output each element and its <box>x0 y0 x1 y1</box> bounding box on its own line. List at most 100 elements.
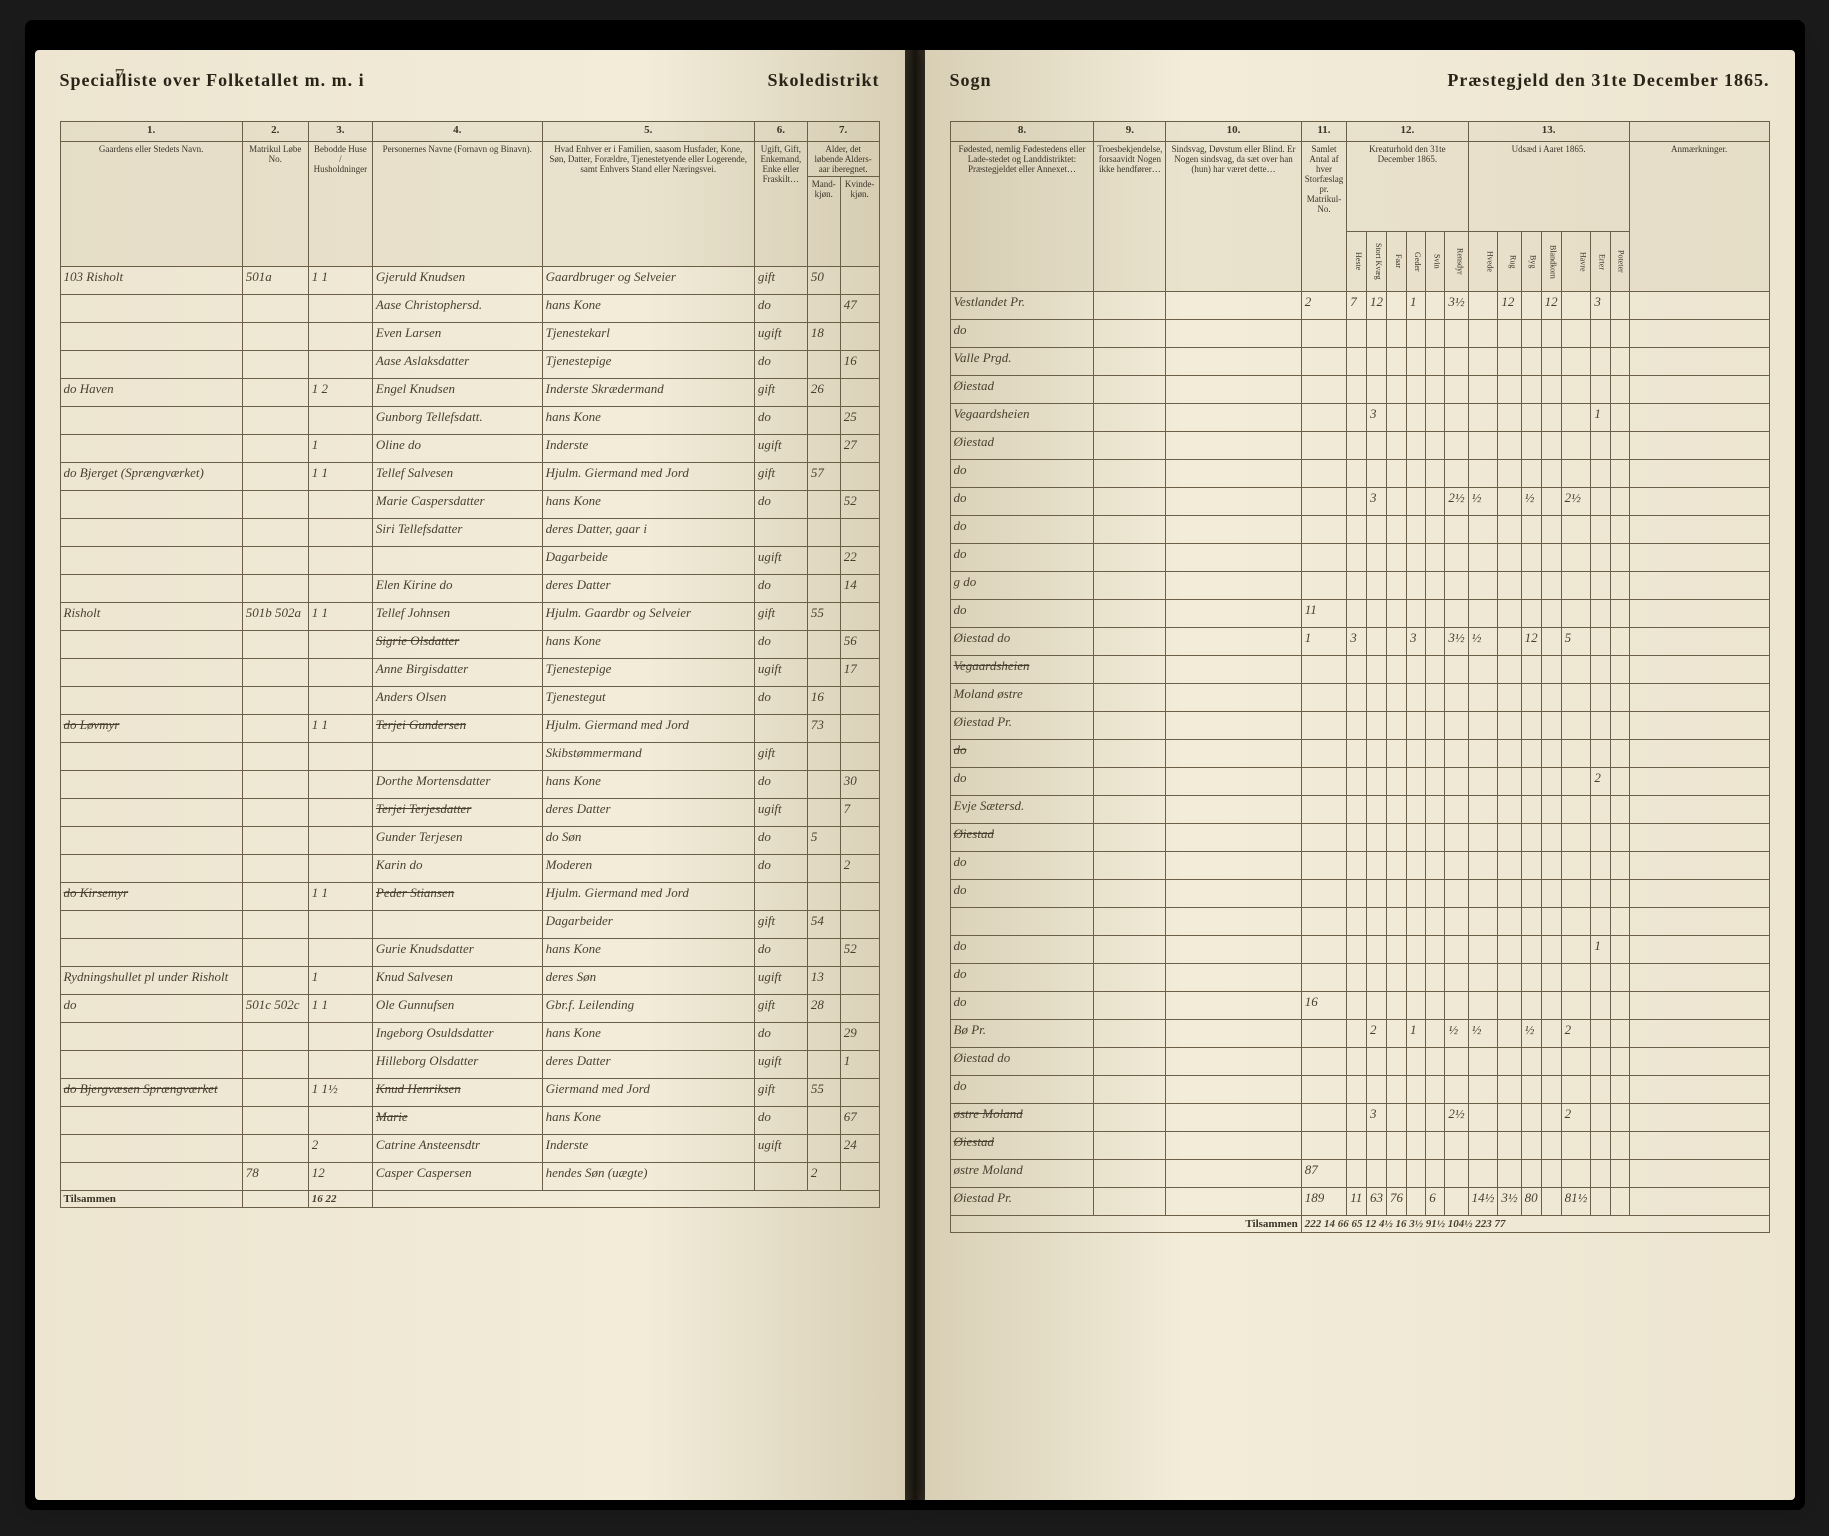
cell <box>1347 880 1367 908</box>
cell: 50 <box>807 267 840 295</box>
cell <box>1094 460 1166 488</box>
cell <box>1301 404 1347 432</box>
cell <box>1541 992 1561 1020</box>
cell <box>1541 1160 1561 1188</box>
cell: ugift <box>754 1051 807 1079</box>
cell: gift <box>754 1079 807 1107</box>
cell: Rydningshullet pl under Risholt <box>60 967 242 995</box>
table-row: Øiestad <box>950 432 1769 460</box>
cell <box>1387 404 1407 432</box>
cell: Hjulm. Giermand med Jord <box>542 883 754 911</box>
cell <box>1468 348 1498 376</box>
cell: do <box>950 964 1094 992</box>
cell: do <box>950 1076 1094 1104</box>
colhead: Personernes Navne (Fornavn og Binavn). <box>372 142 542 267</box>
cell <box>60 547 242 575</box>
cell <box>1521 572 1541 600</box>
cell <box>1166 684 1301 712</box>
cell: Gbr.f. Leilending <box>542 995 754 1023</box>
cell <box>807 743 840 771</box>
cell: hans Kone <box>542 1023 754 1051</box>
cell <box>807 631 840 659</box>
cell <box>1541 740 1561 768</box>
table-row: do16 <box>950 992 1769 1020</box>
cell <box>1468 1160 1498 1188</box>
cell <box>1610 404 1629 432</box>
table-row: do <box>950 544 1769 572</box>
table-row: Øiestad do1333½½125 <box>950 628 1769 656</box>
cell: 13 <box>807 967 840 995</box>
cell <box>1407 1160 1426 1188</box>
cell <box>1426 684 1445 712</box>
cell: Peder Stiansen <box>372 883 542 911</box>
cell: 7 <box>1347 292 1367 320</box>
subhead: Erter <box>1591 232 1610 292</box>
table-row: Valle Prgd. <box>950 348 1769 376</box>
cell <box>1610 320 1629 348</box>
cell <box>1094 572 1166 600</box>
cell <box>1347 908 1367 936</box>
cell <box>1166 656 1301 684</box>
cell <box>1498 516 1521 544</box>
table-row: do <box>950 880 1769 908</box>
cell <box>1301 544 1347 572</box>
cell: 18 <box>807 323 840 351</box>
cell: 3½ <box>1445 628 1468 656</box>
cell <box>1541 572 1561 600</box>
table-row: Anne BirgisdatterTjenestepigeugift17 <box>60 659 879 687</box>
cell <box>1166 1076 1301 1104</box>
table-row: do <box>950 852 1769 880</box>
colhead: Kvinde-kjøn. <box>840 177 879 267</box>
cell: do <box>950 516 1094 544</box>
cell <box>1407 1188 1426 1216</box>
colnum: 8. <box>950 122 1094 142</box>
cell <box>1468 320 1498 348</box>
colnum: 12. <box>1347 122 1468 142</box>
cell: do <box>950 320 1094 348</box>
cell <box>1521 824 1541 852</box>
cell: do Bjerget (Sprængværket) <box>60 463 242 491</box>
subhead: Faar <box>1387 232 1407 292</box>
cell <box>1094 936 1166 964</box>
cell <box>1387 628 1407 656</box>
cell <box>1521 1104 1541 1132</box>
cell <box>1541 1020 1561 1048</box>
cell <box>950 908 1094 936</box>
cell <box>60 575 242 603</box>
cell <box>1367 460 1387 488</box>
cell <box>1387 992 1407 1020</box>
cell <box>1094 992 1166 1020</box>
cell <box>1591 488 1610 516</box>
cell: 80 <box>1521 1188 1541 1216</box>
cell: ugift <box>754 547 807 575</box>
cell: 30 <box>840 771 879 799</box>
cell <box>308 631 372 659</box>
cell: do <box>754 1023 807 1051</box>
cell: do <box>950 852 1094 880</box>
cell <box>1629 376 1769 404</box>
colnum: 11. <box>1301 122 1347 142</box>
cell <box>308 1107 372 1135</box>
cell: Aase Christophersd. <box>372 295 542 323</box>
cell <box>60 407 242 435</box>
cell <box>1541 712 1561 740</box>
cell: 1 1 <box>308 995 372 1023</box>
cell <box>1468 768 1498 796</box>
cell <box>1301 488 1347 516</box>
cell <box>1591 1076 1610 1104</box>
cell: 6 <box>1426 1188 1445 1216</box>
cell <box>1610 1020 1629 1048</box>
cell: 11 <box>1347 1188 1367 1216</box>
cell <box>1468 600 1498 628</box>
cell: Hjulm. Giermand med Jord <box>542 715 754 743</box>
cell: gift <box>754 379 807 407</box>
cell <box>1301 852 1347 880</box>
cell <box>1591 1188 1610 1216</box>
cell: Hjulm. Gaardbr og Selveier <box>542 603 754 631</box>
cell: Evje Sætersd. <box>950 796 1094 824</box>
cell: 3 <box>1407 628 1426 656</box>
cell <box>242 519 308 547</box>
cell: 56 <box>840 631 879 659</box>
cell: 3 <box>1591 292 1610 320</box>
cell <box>1426 908 1445 936</box>
